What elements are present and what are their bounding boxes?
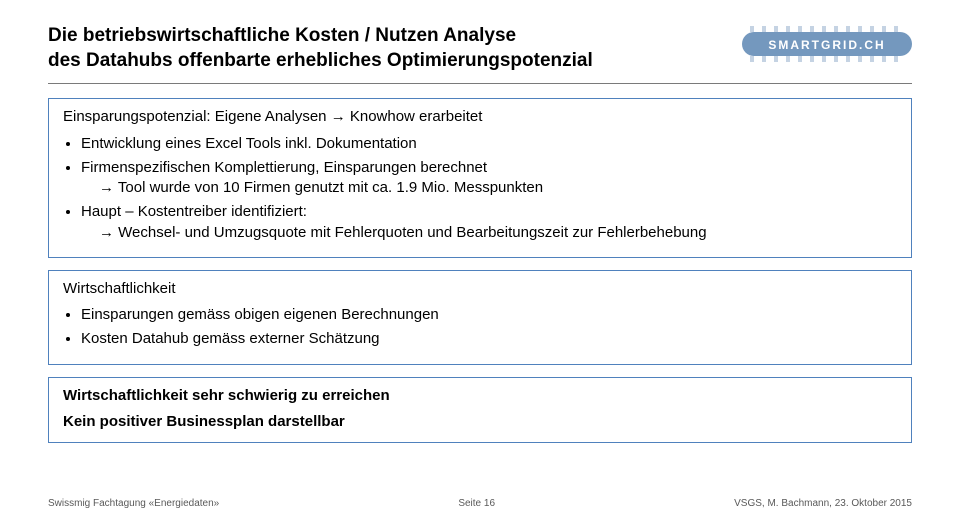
box1-b2-sub-text: Tool wurde von 10 Firmen genutzt mit ca.…	[114, 179, 543, 196]
box1-b3-sub-text: Wechsel- und Umzugsquote mit Fehlerquote…	[114, 224, 707, 241]
arrow-icon: →	[99, 179, 114, 196]
box1-b2-sub: → Tool wurde von 10 Firmen genutzt mit c…	[81, 178, 897, 198]
footer-right: VSGS, M. Bachmann, 23. Oktober 2015	[734, 498, 912, 509]
list-item: Firmenspezifischen Komplettierung, Einsp…	[81, 158, 897, 199]
box1-b3: Haupt – Kostentreiber identifiziert:	[81, 203, 307, 220]
header-divider	[48, 83, 912, 84]
title-line-2: des Datahubs offenbarte erhebliches Opti…	[48, 50, 593, 71]
header-row: Die betriebswirtschaftliche Kosten / Nut…	[48, 24, 912, 73]
slide: Die betriebswirtschaftliche Kosten / Nut…	[0, 0, 960, 443]
box1-heading: Einsparungspotenzial: Eigene Analysen → …	[63, 107, 897, 127]
box1-heading-suffix: Knowhow erarbeitet	[346, 108, 483, 125]
box1-bullets: Entwicklung eines Excel Tools inkl. Doku…	[63, 134, 897, 243]
box1-b2: Firmenspezifischen Komplettierung, Einsp…	[81, 159, 487, 176]
list-item: Kosten Datahub gemäss externer Schätzung	[81, 329, 897, 349]
arrow-icon: →	[331, 108, 346, 125]
title-line-1: Die betriebswirtschaftliche Kosten / Nut…	[48, 25, 516, 46]
list-item: Einsparungen gemäss obigen eigenen Berec…	[81, 305, 897, 325]
arrow-icon: →	[99, 224, 114, 241]
box3-line1: Wirtschaftlichkeit sehr schwierig zu err…	[63, 386, 897, 406]
box2-b2: Kosten Datahub gemäss externer Schätzung	[81, 330, 380, 347]
list-item: Entwicklung eines Excel Tools inkl. Doku…	[81, 134, 897, 154]
box-einsparungspotenzial: Einsparungspotenzial: Eigene Analysen → …	[48, 98, 912, 258]
smartgrid-logo: SMARTGRID.CH	[742, 26, 912, 67]
footer-center: Seite 16	[458, 498, 495, 509]
footer-left: Swissmig Fachtagung «Energiedaten»	[48, 498, 219, 509]
box2-b1: Einsparungen gemäss obigen eigenen Berec…	[81, 306, 439, 323]
box1-heading-prefix: Einsparungspotenzial: Eigene Analysen	[63, 108, 331, 125]
box3-line2: Kein positiver Businessplan darstellbar	[63, 412, 897, 432]
slide-footer: Swissmig Fachtagung «Energiedaten» Seite…	[48, 498, 912, 509]
list-item: Haupt – Kostentreiber identifiziert: → W…	[81, 202, 897, 243]
box1-b3-sub: → Wechsel- und Umzugsquote mit Fehlerquo…	[81, 223, 897, 243]
box-conclusion: Wirtschaftlichkeit sehr schwierig zu err…	[48, 377, 912, 444]
slide-title: Die betriebswirtschaftliche Kosten / Nut…	[48, 24, 593, 73]
box2-bullets: Einsparungen gemäss obigen eigenen Berec…	[63, 305, 897, 350]
box1-b1: Entwicklung eines Excel Tools inkl. Doku…	[81, 135, 417, 152]
box-wirtschaftlichkeit: Wirtschaftlichkeit Einsparungen gemäss o…	[48, 270, 912, 365]
logo-text: SMARTGRID.CH	[768, 38, 885, 52]
box2-heading: Wirtschaftlichkeit	[63, 279, 897, 299]
